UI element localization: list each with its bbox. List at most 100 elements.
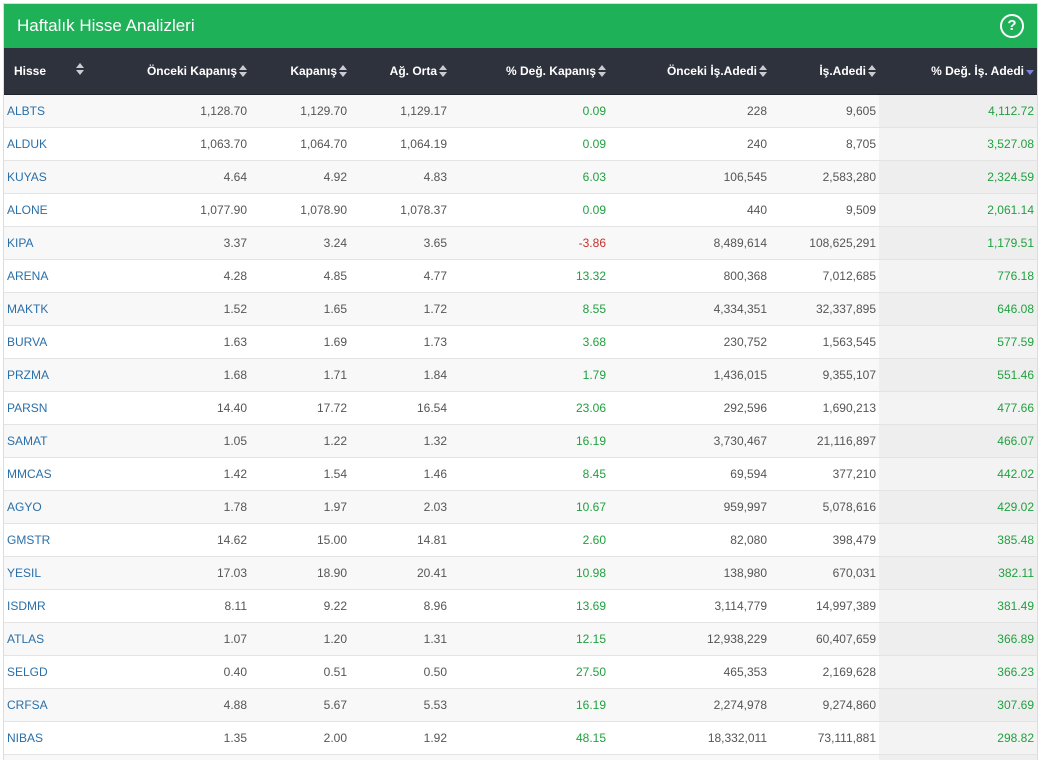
volume-change-cell: 366.23 xyxy=(879,656,1037,689)
sort-desc-icon[interactable] xyxy=(1026,65,1034,78)
volume-cell: 1,563,545 xyxy=(770,326,879,359)
volume-change-cell: 577.59 xyxy=(879,326,1037,359)
close-change-cell: 3.68 xyxy=(450,326,609,359)
close-cell: 1.97 xyxy=(250,491,350,524)
stock-symbol-link[interactable]: SELGD xyxy=(4,656,98,689)
previous-volume-cell: 138,980 xyxy=(609,557,770,590)
stock-symbol-link[interactable]: YESIL xyxy=(4,557,98,590)
stock-symbol-link[interactable]: MAKTK xyxy=(4,293,98,326)
volume-change-cell: 298.82 xyxy=(879,722,1037,755)
sort-icon[interactable] xyxy=(76,63,84,76)
weighted-average-cell: 3.65 xyxy=(350,227,450,260)
column-header-deg-kapanis[interactable]: % Değ. Kapanış xyxy=(450,48,609,95)
previous-close-cell: 8.11 xyxy=(98,590,250,623)
stock-symbol-link[interactable]: MMCAS xyxy=(4,458,98,491)
volume-change-cell: 477.66 xyxy=(879,392,1037,425)
column-header-onceki-kapanis[interactable]: Önceki Kapanış xyxy=(98,48,250,95)
weighted-average-cell: 20.41 xyxy=(350,557,450,590)
sort-icon[interactable] xyxy=(868,65,876,78)
stock-symbol-link[interactable]: BURVA xyxy=(4,326,98,359)
previous-close-cell: 3.37 xyxy=(98,227,250,260)
column-header-ag-orta[interactable]: Ağ. Orta xyxy=(350,48,450,95)
volume-change-cell xyxy=(879,755,1037,760)
close-cell xyxy=(250,755,350,760)
stock-symbol-link[interactable]: ISDMR xyxy=(4,590,98,623)
sort-icon[interactable] xyxy=(598,65,606,78)
stock-symbol-link[interactable]: PARSN xyxy=(4,392,98,425)
stock-symbol-link[interactable]: CRFSA xyxy=(4,689,98,722)
stock-symbol-link[interactable]: ALONE xyxy=(4,194,98,227)
volume-change-cell: 1,179.51 xyxy=(879,227,1037,260)
volume-cell: 9,274,860 xyxy=(770,689,879,722)
stock-symbol-link[interactable]: ALBTS xyxy=(4,95,98,128)
sort-icon[interactable] xyxy=(439,65,447,78)
volume-change-cell: 381.49 xyxy=(879,590,1037,623)
sort-icon[interactable] xyxy=(339,65,347,78)
previous-close-cell: 1,128.70 xyxy=(98,95,250,128)
close-cell: 0.51 xyxy=(250,656,350,689)
volume-change-cell: 551.46 xyxy=(879,359,1037,392)
column-header-onceki-is-adedi[interactable]: Önceki İş.Adedi xyxy=(609,48,770,95)
close-change-cell: 8.45 xyxy=(450,458,609,491)
previous-volume-cell: 18,332,011 xyxy=(609,722,770,755)
close-cell: 1.65 xyxy=(250,293,350,326)
stock-symbol-link[interactable] xyxy=(4,755,98,760)
column-header-label: Kapanış xyxy=(290,64,337,78)
close-cell: 17.72 xyxy=(250,392,350,425)
stock-symbol-link[interactable]: ATLAS xyxy=(4,623,98,656)
close-cell: 1.20 xyxy=(250,623,350,656)
volume-change-cell: 442.02 xyxy=(879,458,1037,491)
stock-symbol-link[interactable]: PRZMA xyxy=(4,359,98,392)
stock-symbol-link[interactable]: KIPA xyxy=(4,227,98,260)
sort-icon[interactable] xyxy=(759,65,767,78)
table-row[interactable] xyxy=(4,755,1037,760)
stock-symbol-link[interactable]: KUYAS xyxy=(4,161,98,194)
stock-symbol-link[interactable]: NIBAS xyxy=(4,722,98,755)
volume-cell: 32,337,895 xyxy=(770,293,879,326)
sort-icon[interactable] xyxy=(239,65,247,78)
column-header-hisse[interactable]: Hisse xyxy=(4,48,98,95)
previous-close-cell: 1.68 xyxy=(98,359,250,392)
close-change-cell: 13.69 xyxy=(450,590,609,623)
stock-symbol-link[interactable]: AGYO xyxy=(4,491,98,524)
stock-symbol-link[interactable]: SAMAT xyxy=(4,425,98,458)
column-header-label: Önceki İş.Adedi xyxy=(667,64,757,78)
column-header-is-adedi[interactable]: İş.Adedi xyxy=(770,48,879,95)
question-circle-icon[interactable]: ? xyxy=(1000,14,1024,38)
table-header-row: Hisse Önceki Kapanış Kapanış Ağ. Orta % … xyxy=(4,48,1037,95)
stock-symbol-link[interactable]: GMSTR xyxy=(4,524,98,557)
column-header-deg-is-adedi[interactable]: % Değ. İş. Adedi xyxy=(879,48,1037,95)
previous-close-cell: 17.03 xyxy=(98,557,250,590)
column-header-kapanis[interactable]: Kapanış xyxy=(250,48,350,95)
previous-close-cell xyxy=(98,755,250,760)
stock-symbol-link[interactable]: ARENA xyxy=(4,260,98,293)
close-change-cell: 2.60 xyxy=(450,524,609,557)
previous-close-cell: 1.78 xyxy=(98,491,250,524)
close-cell: 2.00 xyxy=(250,722,350,755)
stock-symbol-link[interactable]: ALDUK xyxy=(4,128,98,161)
column-header-label: % Değ. İş. Adedi xyxy=(931,64,1024,78)
volume-cell: 73,111,881 xyxy=(770,722,879,755)
volume-change-cell: 385.48 xyxy=(879,524,1037,557)
close-change-cell: -3.86 xyxy=(450,227,609,260)
